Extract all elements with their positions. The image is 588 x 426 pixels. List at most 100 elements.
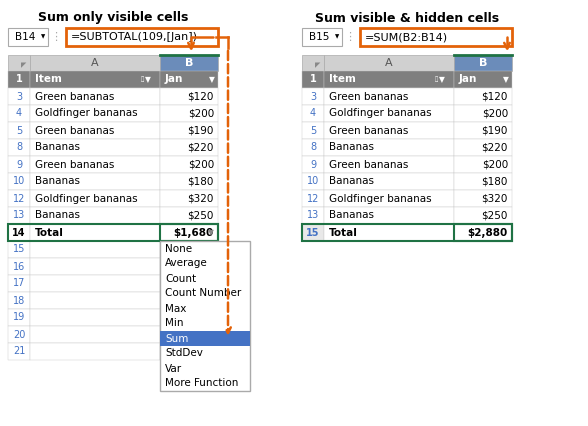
Bar bbox=[8, 343, 30, 360]
Bar bbox=[454, 88, 512, 105]
Text: Jan: Jan bbox=[165, 75, 183, 84]
Text: $220: $220 bbox=[188, 143, 214, 153]
Text: $200: $200 bbox=[188, 109, 214, 118]
Bar bbox=[302, 71, 324, 88]
Bar bbox=[30, 326, 160, 343]
Text: 9: 9 bbox=[310, 159, 316, 170]
Text: $190: $190 bbox=[482, 126, 508, 135]
Bar bbox=[30, 207, 160, 224]
Bar bbox=[30, 55, 160, 71]
Text: B: B bbox=[185, 58, 193, 68]
Text: Goldfinger bananas: Goldfinger bananas bbox=[329, 193, 432, 204]
Text: 3: 3 bbox=[16, 92, 22, 101]
Text: ⬛: ⬛ bbox=[141, 77, 143, 82]
Bar bbox=[324, 139, 454, 156]
Bar bbox=[8, 292, 30, 309]
Bar bbox=[30, 105, 160, 122]
Text: =SUBTOTAL(109,[Jan]): =SUBTOTAL(109,[Jan]) bbox=[71, 32, 198, 42]
Text: $120: $120 bbox=[482, 92, 508, 101]
Text: ▼: ▼ bbox=[439, 75, 445, 84]
Bar bbox=[160, 156, 218, 173]
Bar bbox=[302, 224, 512, 241]
Text: 5: 5 bbox=[310, 126, 316, 135]
Bar bbox=[302, 173, 324, 190]
Bar bbox=[8, 28, 48, 46]
Bar bbox=[8, 275, 30, 292]
Bar bbox=[30, 173, 160, 190]
Text: Green bananas: Green bananas bbox=[35, 92, 115, 101]
Bar bbox=[160, 224, 218, 241]
Bar bbox=[454, 105, 512, 122]
Text: $2,880: $2,880 bbox=[467, 227, 508, 238]
Text: Total: Total bbox=[35, 227, 64, 238]
Bar bbox=[8, 88, 30, 105]
Text: Goldfinger bananas: Goldfinger bananas bbox=[35, 109, 138, 118]
Bar bbox=[30, 122, 160, 139]
Text: 12: 12 bbox=[307, 193, 319, 204]
Text: B15: B15 bbox=[309, 32, 329, 42]
Text: =SUM(B2:B14): =SUM(B2:B14) bbox=[365, 32, 448, 42]
Text: ▼: ▼ bbox=[208, 228, 214, 237]
Text: B14: B14 bbox=[15, 32, 35, 42]
Text: Bananas: Bananas bbox=[329, 176, 374, 187]
Bar bbox=[8, 224, 218, 241]
Bar bbox=[302, 224, 324, 241]
Bar bbox=[160, 241, 218, 258]
Text: Count Number: Count Number bbox=[165, 288, 241, 299]
Text: Min: Min bbox=[165, 319, 183, 328]
Text: $200: $200 bbox=[188, 159, 214, 170]
Bar bbox=[324, 190, 454, 207]
Bar bbox=[30, 241, 160, 258]
Bar bbox=[454, 122, 512, 139]
Text: Bananas: Bananas bbox=[329, 210, 374, 221]
Bar bbox=[454, 207, 512, 224]
Text: $250: $250 bbox=[482, 210, 508, 221]
Bar bbox=[160, 71, 218, 88]
Text: StdDev: StdDev bbox=[165, 348, 203, 359]
Text: ⋮: ⋮ bbox=[51, 32, 62, 42]
Text: 5: 5 bbox=[16, 126, 22, 135]
Bar bbox=[8, 156, 30, 173]
Bar bbox=[66, 28, 218, 46]
Bar bbox=[302, 139, 324, 156]
Bar bbox=[324, 55, 454, 71]
Text: ⋮: ⋮ bbox=[345, 32, 356, 42]
Text: Goldfinger bananas: Goldfinger bananas bbox=[35, 193, 138, 204]
Bar bbox=[302, 156, 324, 173]
Bar bbox=[8, 258, 30, 275]
Bar bbox=[454, 156, 512, 173]
Bar bbox=[30, 88, 160, 105]
Bar bbox=[454, 55, 512, 71]
Bar bbox=[160, 343, 218, 360]
Bar bbox=[8, 190, 30, 207]
Bar bbox=[8, 173, 30, 190]
Bar bbox=[8, 207, 30, 224]
Text: Bananas: Bananas bbox=[35, 210, 80, 221]
Text: $180: $180 bbox=[482, 176, 508, 187]
Bar bbox=[324, 173, 454, 190]
Bar bbox=[30, 190, 160, 207]
Bar bbox=[30, 156, 160, 173]
Text: 13: 13 bbox=[307, 210, 319, 221]
Text: 1: 1 bbox=[16, 75, 22, 84]
Bar bbox=[30, 224, 160, 241]
Text: Bananas: Bananas bbox=[35, 176, 80, 187]
Text: ⬛: ⬛ bbox=[435, 77, 437, 82]
Bar bbox=[302, 207, 324, 224]
Bar bbox=[324, 105, 454, 122]
Text: ▼: ▼ bbox=[503, 75, 509, 84]
Text: $250: $250 bbox=[188, 210, 214, 221]
Bar bbox=[454, 224, 512, 241]
Text: ▼: ▼ bbox=[335, 35, 339, 40]
Text: 3: 3 bbox=[310, 92, 316, 101]
Text: Count: Count bbox=[165, 273, 196, 283]
Bar bbox=[160, 309, 218, 326]
Text: $200: $200 bbox=[482, 159, 508, 170]
Bar bbox=[8, 326, 30, 343]
Bar bbox=[302, 28, 342, 46]
Text: $120: $120 bbox=[188, 92, 214, 101]
Bar bbox=[8, 241, 30, 258]
Bar bbox=[30, 292, 160, 309]
Text: $200: $200 bbox=[482, 109, 508, 118]
Text: 10: 10 bbox=[307, 176, 319, 187]
